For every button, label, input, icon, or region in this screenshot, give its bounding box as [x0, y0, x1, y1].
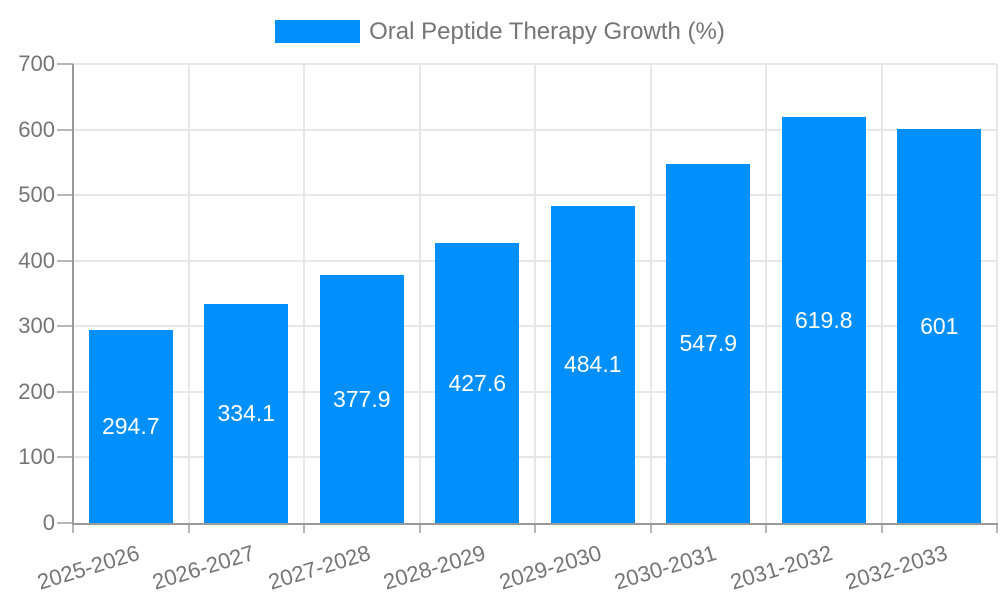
y-axis-tick — [57, 456, 73, 459]
x-gridline — [418, 64, 421, 523]
bar-value-label: 601 — [920, 312, 959, 339]
bar-value-label: 547.9 — [679, 330, 738, 357]
y-tick-label: 0 — [42, 510, 55, 535]
x-gridline — [765, 64, 767, 523]
bar — [204, 303, 289, 523]
x-gridline — [303, 64, 305, 523]
y-tick-label: 700 — [18, 51, 55, 76]
bar-value-label: 484.1 — [563, 351, 622, 378]
y-axis-tick — [57, 259, 73, 262]
x-gridline — [534, 64, 536, 523]
legend-swatch — [275, 20, 361, 43]
x-gridline — [996, 64, 998, 523]
x-gridline — [880, 64, 883, 523]
x-axis-tick — [996, 525, 998, 533]
y-axis-tick — [57, 522, 73, 524]
chart-legend: Oral Peptide Therapy Growth (%) — [0, 19, 1000, 44]
y-axis-tick — [57, 390, 73, 393]
x-axis-tick — [649, 525, 652, 533]
bar-value-label: 377.9 — [332, 386, 391, 413]
bar — [435, 242, 520, 523]
bar-value-label: 294.7 — [101, 413, 160, 440]
y-tick-label: 300 — [18, 313, 55, 339]
x-axis-tick — [880, 525, 883, 533]
bar — [319, 275, 404, 523]
x-gridline — [187, 64, 190, 523]
y-tick-label: 100 — [18, 444, 55, 470]
legend-item[interactable]: Oral Peptide Therapy Growth (%) — [275, 19, 725, 44]
y-axis-tick — [57, 325, 73, 328]
x-axis-tick — [534, 525, 536, 533]
bar-value-label: 619.8 — [794, 306, 853, 333]
x-axis-tick — [418, 525, 421, 533]
y-tick-label: 600 — [18, 116, 55, 142]
bar-value-label: 427.6 — [448, 369, 507, 396]
bar — [897, 128, 982, 523]
x-axis-tick — [303, 525, 305, 533]
y-tick-label: 200 — [18, 378, 55, 404]
y-axis-tick — [57, 194, 73, 197]
y-axis-line — [72, 64, 74, 525]
y-axis-tick — [57, 128, 73, 131]
bar — [781, 116, 866, 523]
bar — [666, 163, 751, 523]
x-axis-tick — [765, 525, 767, 533]
legend-label: Oral Peptide Therapy Growth (%) — [369, 18, 725, 45]
y-axis-tick — [57, 63, 73, 65]
x-gridline — [649, 64, 652, 523]
bar-value-label: 334.1 — [217, 400, 276, 427]
y-tick-label: 500 — [18, 182, 55, 208]
bar — [550, 205, 635, 523]
x-axis-tick — [187, 525, 190, 533]
bar — [88, 329, 173, 523]
y-tick-label: 400 — [18, 247, 55, 273]
x-axis-tick — [72, 525, 74, 533]
x-axis-line — [72, 523, 998, 525]
